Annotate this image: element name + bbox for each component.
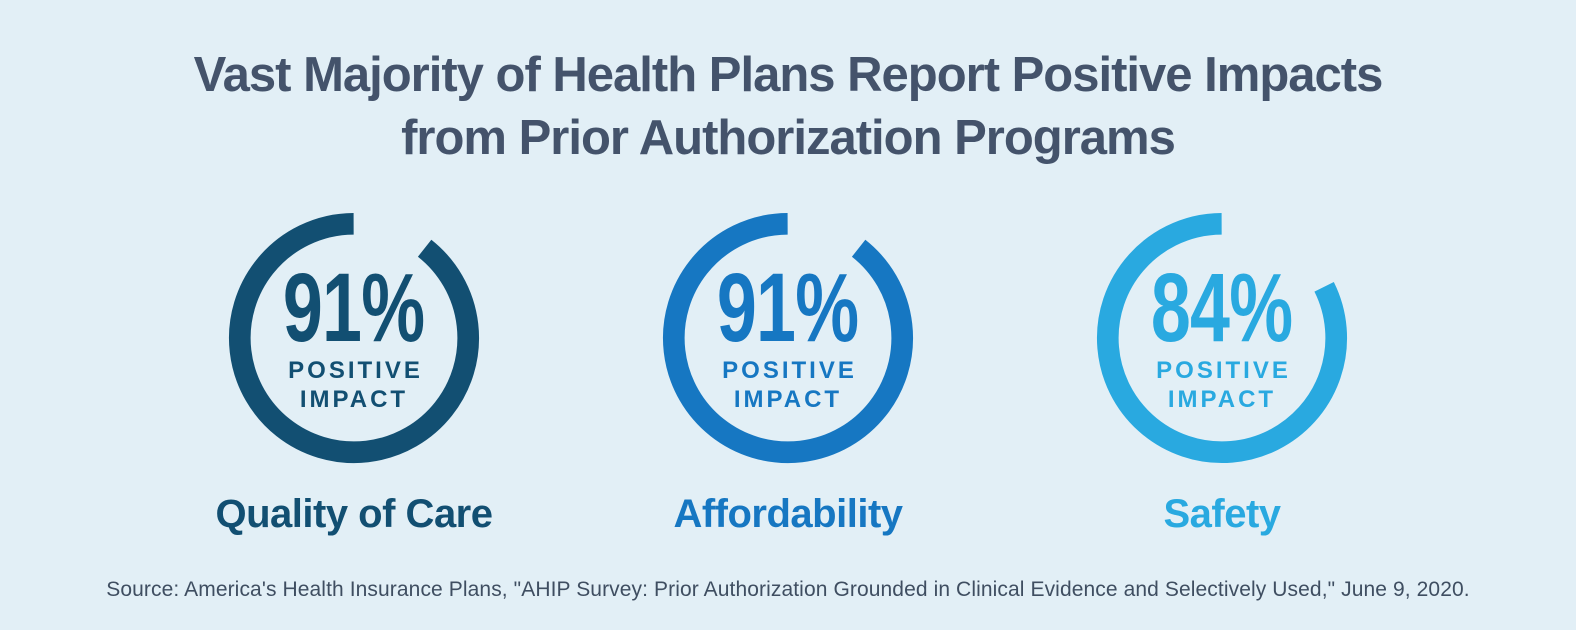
donut-ring-quality-of-care [228, 212, 480, 464]
page-title-line-2: from Prior Authorization Programs [401, 111, 1176, 165]
donut-category-label: Quality of Care [215, 492, 493, 536]
donut-row: 91% POSITIVE IMPACT Quality of Care 91% P… [0, 210, 1576, 537]
donut-ring-wrap: 84% POSITIVE IMPACT [1094, 210, 1350, 466]
page-title: Vast Majority of Health Plans Report Pos… [0, 0, 1576, 170]
donut-category-label: Affordability [673, 492, 903, 536]
donut-safety: 84% POSITIVE IMPACT Safety [1005, 210, 1439, 537]
donut-ring-affordability [662, 212, 914, 464]
page-title-line-1: Vast Majority of Health Plans Report Pos… [193, 48, 1384, 102]
donut-ring-wrap: 91% POSITIVE IMPACT [226, 210, 482, 466]
source-note: Source: America's Health Insurance Plans… [106, 578, 1470, 601]
donut-category-label: Safety [1163, 492, 1281, 536]
donut-ring-safety [1096, 212, 1348, 464]
donut-quality-of-care: 91% POSITIVE IMPACT Quality of Care [137, 210, 571, 537]
donut-ring-wrap: 91% POSITIVE IMPACT [660, 210, 916, 466]
donut-affordability: 91% POSITIVE IMPACT Affordability [571, 210, 1005, 537]
